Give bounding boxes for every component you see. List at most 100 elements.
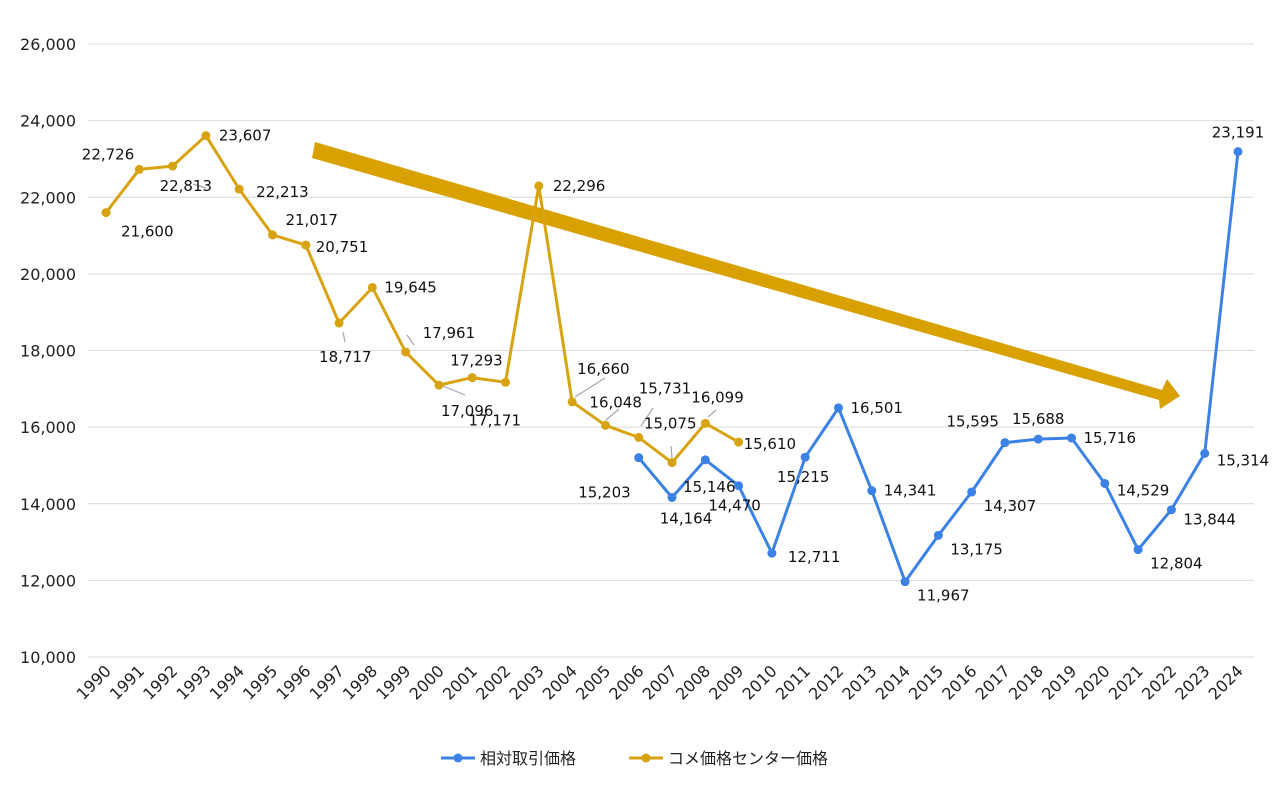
data-label: 12,804 bbox=[1150, 555, 1203, 573]
x-tick-label: 1992 bbox=[139, 661, 181, 703]
x-tick-label: 2009 bbox=[705, 661, 747, 703]
data-point[interactable] bbox=[600, 420, 610, 430]
data-point[interactable] bbox=[634, 432, 644, 442]
data-label: 13,175 bbox=[950, 540, 1003, 558]
data-label: 17,171 bbox=[469, 411, 522, 429]
leader-line bbox=[707, 409, 717, 418]
x-tick-label: 2011 bbox=[772, 661, 814, 703]
data-point[interactable] bbox=[734, 437, 744, 447]
x-tick-label: 2007 bbox=[639, 661, 681, 703]
data-point[interactable] bbox=[867, 486, 877, 496]
x-tick-label: 1991 bbox=[106, 661, 148, 703]
x-tick-label: 2021 bbox=[1105, 661, 1147, 703]
data-label: 15,595 bbox=[946, 413, 999, 431]
data-point[interactable] bbox=[667, 492, 677, 502]
data-label: 18,717 bbox=[319, 348, 372, 366]
data-label: 16,048 bbox=[589, 393, 642, 411]
y-axis-ticks: 10,000 12,000 14,000 16,000 18,000 20,000 22,0… bbox=[20, 35, 76, 667]
legend-marker-center-price bbox=[641, 753, 651, 763]
data-point[interactable] bbox=[933, 530, 943, 540]
data-label: 14,341 bbox=[884, 482, 937, 500]
data-point[interactable] bbox=[734, 481, 744, 491]
data-point[interactable] bbox=[900, 577, 910, 587]
data-label: 15,314 bbox=[1217, 451, 1270, 469]
series-line-relative-price bbox=[637, 151, 1240, 584]
data-point[interactable] bbox=[134, 164, 144, 174]
data-point[interactable] bbox=[833, 403, 843, 413]
data-label: 22,813 bbox=[160, 177, 213, 195]
y-tick-label: 18,000 bbox=[20, 342, 76, 361]
x-tick-label: 2013 bbox=[838, 661, 880, 703]
data-point[interactable] bbox=[267, 230, 277, 240]
legend-label-relative-price: 相対取引価格 bbox=[480, 749, 576, 768]
data-point[interactable] bbox=[700, 455, 710, 465]
leader-line bbox=[605, 408, 620, 421]
data-point[interactable] bbox=[467, 373, 477, 383]
data-label: 17,293 bbox=[450, 352, 503, 370]
data-label: 21,600 bbox=[121, 223, 174, 241]
leader-line bbox=[670, 445, 673, 459]
data-point[interactable] bbox=[1000, 438, 1010, 448]
data-point[interactable] bbox=[301, 240, 311, 250]
data-point[interactable] bbox=[767, 548, 777, 558]
data-point[interactable] bbox=[201, 131, 211, 141]
x-tick-label: 2002 bbox=[472, 661, 514, 703]
x-tick-label: 2003 bbox=[505, 661, 547, 703]
data-point[interactable] bbox=[567, 397, 577, 407]
y-tick-label: 20,000 bbox=[20, 265, 76, 284]
x-tick-label: 1998 bbox=[339, 661, 381, 703]
data-label: 17,096 bbox=[441, 402, 494, 420]
data-label: 13,844 bbox=[1183, 511, 1236, 529]
x-tick-label: 2016 bbox=[938, 661, 980, 703]
x-tick-label: 2008 bbox=[672, 661, 714, 703]
legend-item-relative-price[interactable]: 相対取引価格 bbox=[441, 749, 576, 768]
leader-line bbox=[406, 334, 415, 346]
legend-item-center-price[interactable]: コメ価格センター価格 bbox=[629, 749, 828, 768]
data-point[interactable] bbox=[967, 487, 977, 497]
data-point[interactable] bbox=[1233, 147, 1243, 157]
data-point[interactable] bbox=[168, 161, 178, 171]
series-line-center-price bbox=[104, 134, 740, 465]
data-label: 15,610 bbox=[744, 435, 797, 453]
data-point[interactable] bbox=[1166, 505, 1176, 515]
data-label: 23,191 bbox=[1212, 124, 1265, 142]
x-tick-label: 2022 bbox=[1138, 661, 1180, 703]
y-tick-label: 10,000 bbox=[20, 648, 76, 667]
y-tick-label: 12,000 bbox=[20, 571, 76, 590]
x-tick-label: 1996 bbox=[272, 661, 314, 703]
label-leader-lines bbox=[192, 183, 717, 459]
data-point[interactable] bbox=[534, 181, 544, 191]
data-point[interactable] bbox=[800, 452, 810, 462]
y-tick-label: 14,000 bbox=[20, 495, 76, 514]
data-label: 15,203 bbox=[578, 484, 631, 502]
y-tick-label: 16,000 bbox=[20, 418, 76, 437]
data-point[interactable] bbox=[434, 380, 444, 390]
data-point[interactable] bbox=[1100, 478, 1110, 488]
data-point[interactable] bbox=[1067, 433, 1077, 443]
data-label: 11,967 bbox=[917, 587, 970, 605]
x-tick-label: 1993 bbox=[172, 661, 214, 703]
data-label: 14,470 bbox=[708, 497, 761, 515]
data-point[interactable] bbox=[1200, 448, 1210, 458]
x-tick-label: 2020 bbox=[1071, 661, 1113, 703]
x-tick-label: 2005 bbox=[572, 661, 614, 703]
trend-arrow bbox=[312, 142, 1180, 409]
data-point[interactable] bbox=[1033, 434, 1043, 444]
data-point[interactable] bbox=[101, 208, 111, 218]
x-tick-label: 2017 bbox=[972, 661, 1014, 703]
x-tick-label: 1990 bbox=[73, 661, 115, 703]
data-point[interactable] bbox=[401, 347, 411, 357]
data-point[interactable] bbox=[1133, 545, 1143, 555]
data-point[interactable] bbox=[501, 377, 511, 387]
data-label: 14,307 bbox=[984, 497, 1036, 515]
data-point[interactable] bbox=[334, 318, 344, 328]
data-label: 19,645 bbox=[384, 278, 437, 296]
data-point[interactable] bbox=[367, 282, 377, 292]
data-point[interactable] bbox=[634, 453, 644, 463]
data-point[interactable] bbox=[700, 418, 710, 428]
data-point[interactable] bbox=[667, 458, 677, 468]
y-tick-label: 24,000 bbox=[20, 112, 76, 131]
data-label: 12,711 bbox=[788, 548, 841, 566]
data-point[interactable] bbox=[234, 184, 244, 194]
